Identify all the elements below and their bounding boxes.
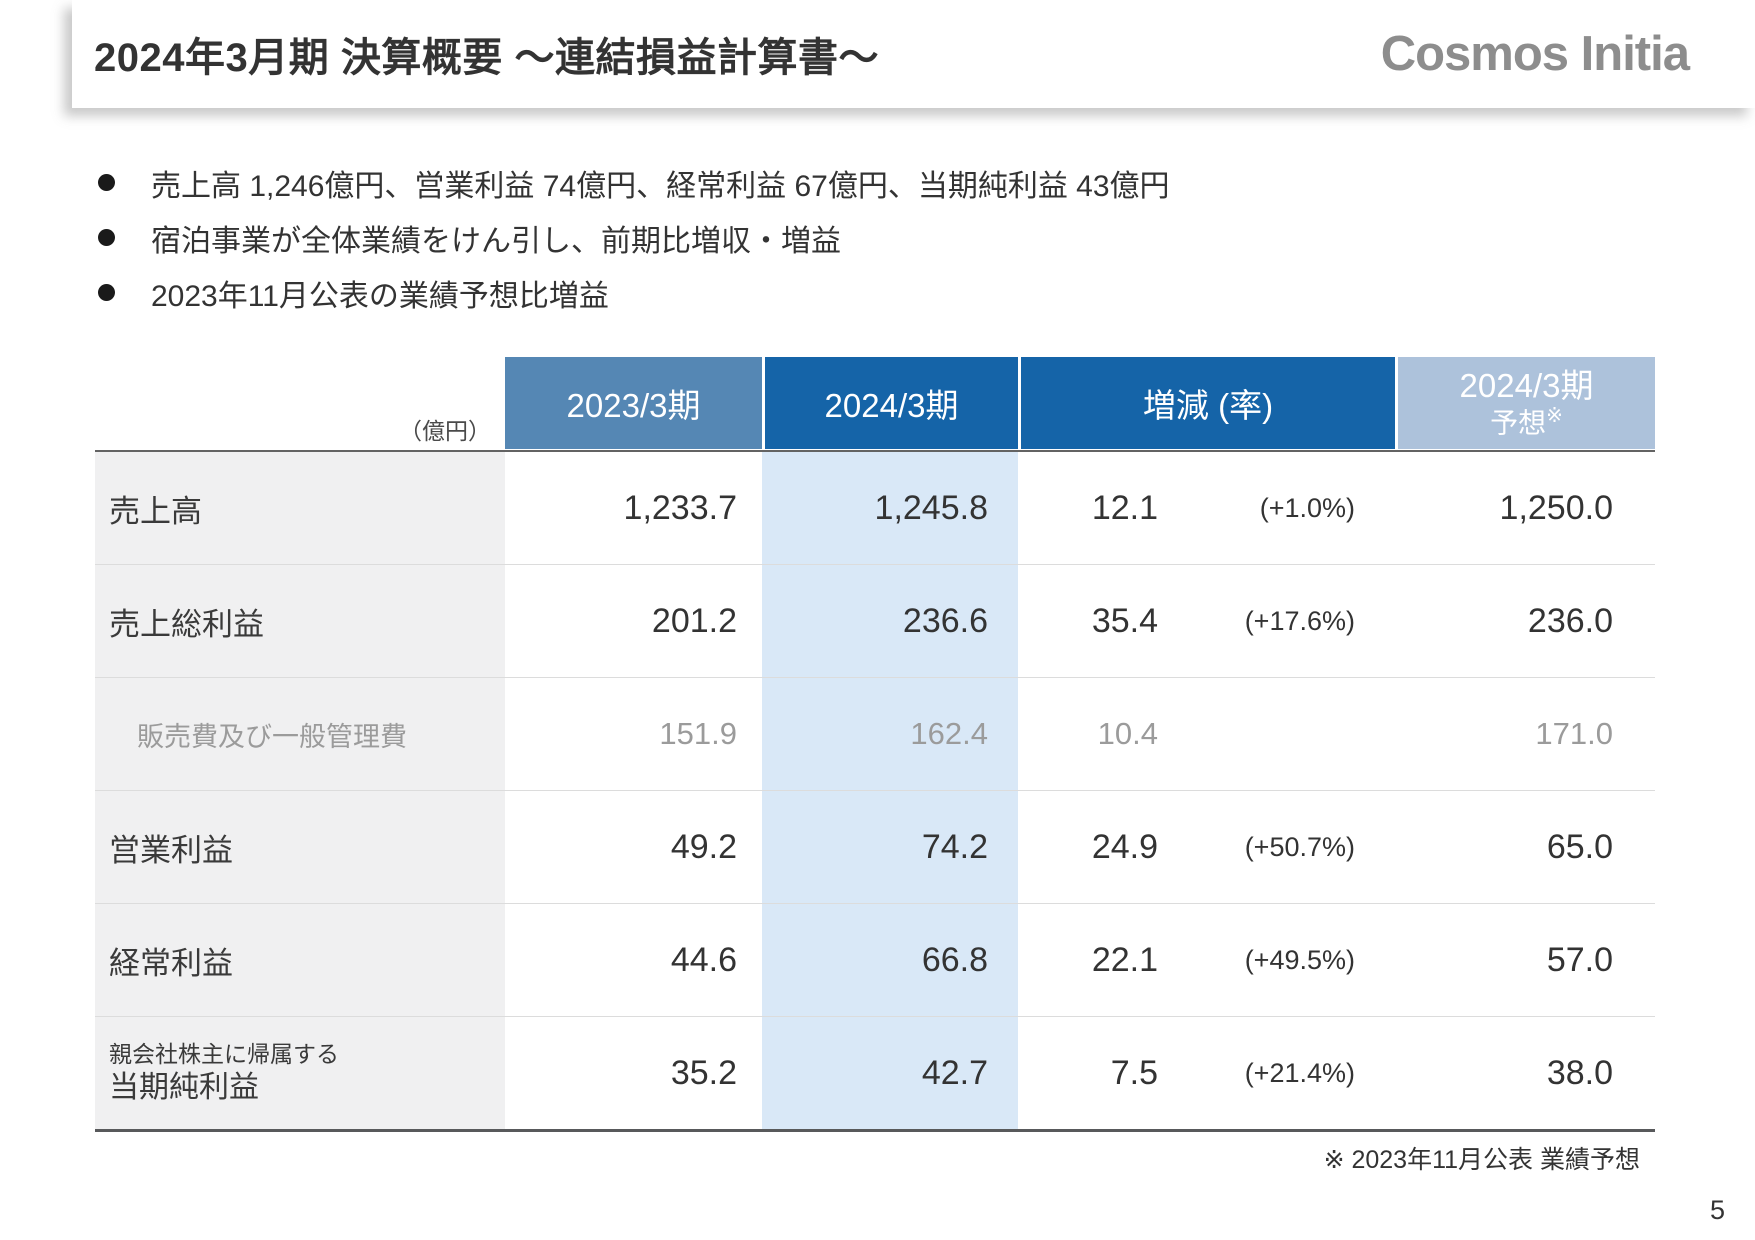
table-row-sga-expenses: 販売費及び一般管理費 151.9 162.4 10.4 171.0 [95, 677, 1655, 790]
footnote: ※ 2023年11月公表 業績予想 [1323, 1146, 1640, 1174]
row-label: 営業利益 [95, 791, 505, 903]
bullet-text: 宿泊事業が全体業績をけん引し、前期比増収・増益 [151, 224, 841, 258]
bullet-item: 宿泊事業が全体業績をけん引し、前期比増収・増益 [98, 210, 1170, 265]
column-header-forecast: 2024/3期 予想※ [1395, 357, 1655, 449]
cell-fy2023: 1,233.7 [623, 488, 737, 527]
footnote-marker: ※ [1546, 404, 1563, 427]
cell-fy2024: 1,245.8 [762, 452, 1018, 564]
company-logo: Cosmos Initia [1380, 27, 1690, 81]
cell-change: 24.9 (+50.7%) [1018, 791, 1395, 903]
cell-forecast: 1,250.0 [1499, 488, 1613, 527]
cell-fy2024: 236.6 [762, 565, 1018, 677]
cell-forecast: 38.0 [1546, 1053, 1613, 1092]
table-row-operating-profit: 営業利益 49.2 74.2 24.9 (+50.7%) 65.0 [95, 790, 1655, 903]
cell-forecast: 57.0 [1546, 940, 1613, 979]
table-row-ordinary-profit: 経常利益 44.6 66.8 22.1 (+49.5%) 57.0 [95, 903, 1655, 1016]
change-percent: (+17.6%) [1244, 605, 1355, 636]
bullet-item: 売上高 1,246億円、営業利益 74億円、経常利益 67億円、当期純利益 43… [98, 155, 1170, 210]
change-amount: 12.1 [1091, 488, 1158, 527]
cell-fy2024: 66.8 [762, 904, 1018, 1016]
bullet-text: 2023年11月公表の業績予想比増益 [151, 279, 609, 313]
change-percent: (+50.7%) [1244, 831, 1355, 862]
bullet-text: 売上高 1,246億円、営業利益 74億円、経常利益 67億円、当期純利益 43… [151, 169, 1170, 203]
cell-fy2023: 201.2 [651, 601, 737, 640]
unit-label: （億円） [399, 418, 491, 444]
row-label: 経常利益 [95, 904, 505, 1016]
row-label: 売上高 [95, 452, 505, 564]
cell-change: 7.5 (+21.4%) [1018, 1017, 1395, 1129]
bullet-icon [98, 229, 115, 246]
bullet-icon [98, 174, 115, 191]
change-amount: 10.4 [1097, 716, 1158, 751]
page-number: 5 [1709, 1195, 1725, 1225]
cell-fy2023: 35.2 [670, 1053, 737, 1092]
pl-statement-table: （億円） 2023/3期 2024/3期 増減 (率) 2024/3期 予想※ … [95, 357, 1655, 1132]
cell-change: 12.1 (+1.0%) [1018, 452, 1395, 564]
row-label: 販売費及び一般管理費 [95, 678, 505, 790]
cell-fy2023: 44.6 [670, 940, 737, 979]
row-label: 売上総利益 [95, 565, 505, 677]
forecast-header-line2: 予想※ [1490, 404, 1563, 438]
cell-forecast: 65.0 [1546, 827, 1613, 866]
forecast-header-line1: 2024/3期 [1459, 366, 1594, 404]
cell-fy2024: 42.7 [762, 1017, 1018, 1129]
cell-fy2023: 49.2 [670, 827, 737, 866]
cell-fy2024: 74.2 [762, 791, 1018, 903]
column-header-fy2024: 2024/3期 [762, 357, 1018, 449]
change-amount: 22.1 [1091, 940, 1158, 979]
cell-change: 10.4 [1018, 678, 1395, 790]
bullet-icon [98, 284, 115, 301]
cell-forecast: 171.0 [1535, 716, 1613, 751]
change-amount: 24.9 [1091, 827, 1158, 866]
change-percent: (+1.0%) [1259, 492, 1355, 523]
row-label: 親会社株主に帰属する 当期純利益 [95, 1017, 505, 1129]
change-percent: (+49.5%) [1244, 944, 1355, 975]
column-header-change: 増減 (率) [1018, 357, 1395, 449]
row-label-main: 当期純利益 [109, 1070, 259, 1104]
column-header-fy2023: 2023/3期 [505, 357, 762, 449]
table-header: （億円） 2023/3期 2024/3期 増減 (率) 2024/3期 予想※ [95, 357, 1655, 449]
change-amount: 35.4 [1091, 601, 1158, 640]
cell-fy2023: 151.9 [659, 716, 737, 751]
bullet-item: 2023年11月公表の業績予想比増益 [98, 265, 1170, 320]
cell-fy2024: 162.4 [762, 678, 1018, 790]
change-percent: (+21.4%) [1244, 1057, 1355, 1088]
table-row-net-profit: 親会社株主に帰属する 当期純利益 35.2 42.7 7.5 (+21.4%) … [95, 1016, 1655, 1129]
cell-forecast: 236.0 [1527, 601, 1613, 640]
cell-change: 35.4 (+17.6%) [1018, 565, 1395, 677]
cell-change: 22.1 (+49.5%) [1018, 904, 1395, 1016]
change-amount: 7.5 [1110, 1053, 1158, 1092]
table-row-net-sales: 売上高 1,233.7 1,245.8 12.1 (+1.0%) 1,250.0 [95, 452, 1655, 564]
table-row-gross-profit: 売上総利益 201.2 236.6 35.4 (+17.6%) 236.0 [95, 564, 1655, 677]
page-title: 2024年3月期 決算概要 〜連結損益計算書〜 [94, 36, 879, 80]
title-bar: 2024年3月期 決算概要 〜連結損益計算書〜 Cosmos Initia [72, 0, 1755, 108]
summary-bullets: 売上高 1,246億円、営業利益 74億円、経常利益 67億円、当期純利益 43… [98, 155, 1170, 320]
row-label-qualifier: 親会社株主に帰属する [109, 1040, 339, 1067]
table-body: 売上高 1,233.7 1,245.8 12.1 (+1.0%) 1,250.0… [95, 450, 1655, 1132]
